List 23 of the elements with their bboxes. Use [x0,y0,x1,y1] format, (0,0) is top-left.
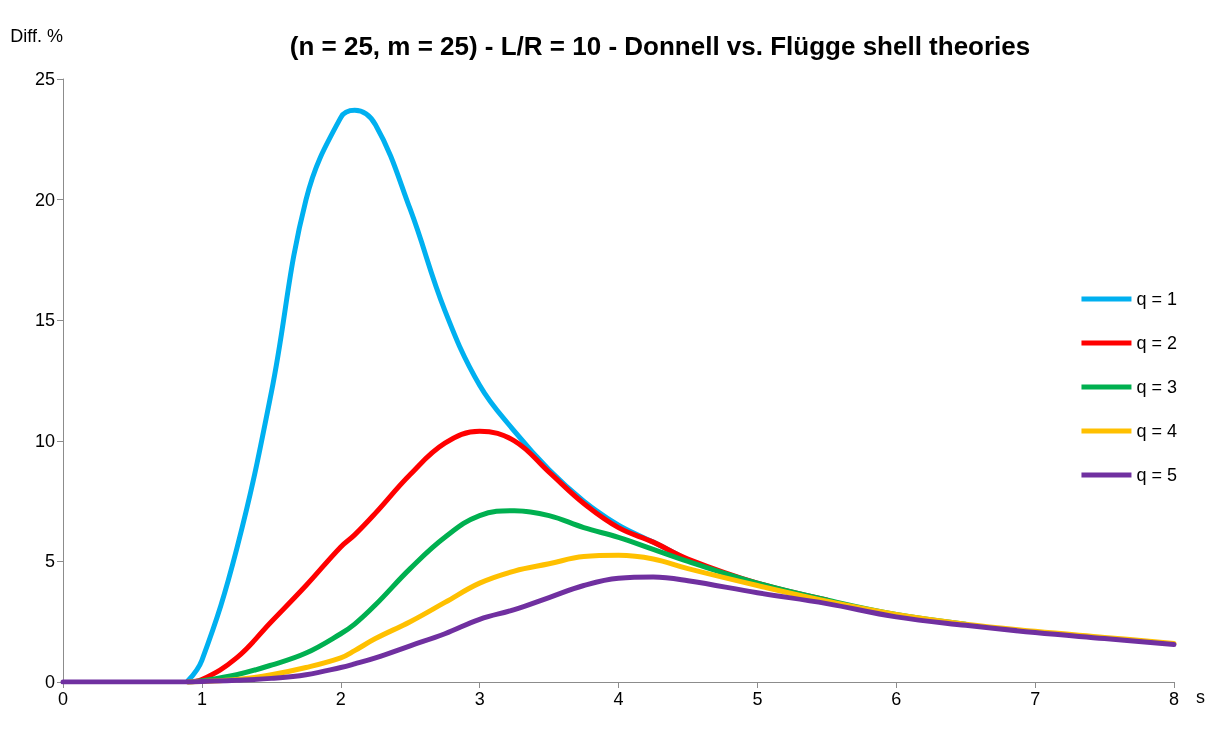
y-tick-label: 5 [44,551,55,572]
x-tick-label: 2 [335,689,346,709]
y-tick-label: 15 [34,310,55,331]
legend-label: q = 3 [1136,377,1178,397]
y-tick-label: 20 [34,189,55,210]
y-tick-label: 10 [34,430,55,451]
x-tick-label: 3 [474,689,485,709]
chart-title: (n = 25, m = 25) - L/R = 10 - Donnell vs. Flügge shell theories [289,31,1031,61]
legend-label: q = 1 [1136,289,1178,309]
y-tick-label: 25 [34,69,55,89]
x-tick-label: 6 [891,689,902,709]
y-axis-title: Diff. % [10,26,63,46]
x-tick-label: 4 [613,689,624,709]
legend-label: q = 2 [1136,333,1178,353]
legend-label: q = 4 [1136,421,1178,441]
x-axis-title: s [1196,687,1205,707]
x-tick-label: 1 [196,689,207,709]
x-tick-label: 0 [57,689,69,709]
legend-label: q = 5 [1136,465,1178,485]
x-tick-label: 5 [752,689,763,709]
x-tick-label: 7 [1030,689,1041,709]
x-tick-label: 8 [1168,689,1180,709]
y-tick-label: 0 [44,672,55,692]
